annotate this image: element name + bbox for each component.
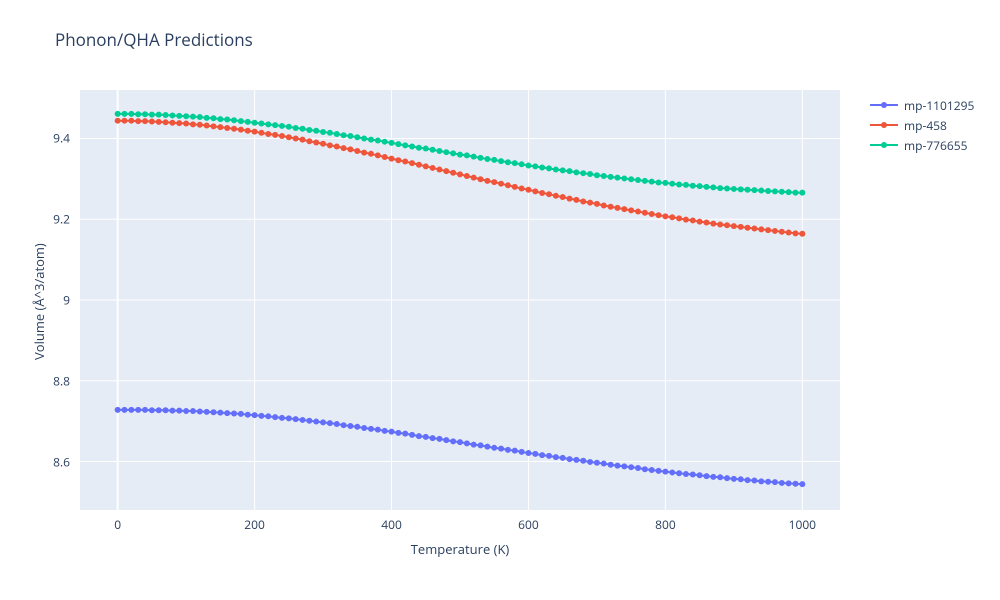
- y-tick-label: 9.4: [46, 130, 70, 147]
- plot-area[interactable]: [80, 90, 840, 510]
- x-axis-label: Temperature (K): [411, 540, 510, 558]
- legend-swatch: [870, 119, 898, 131]
- legend-label: mp-776655: [904, 137, 967, 154]
- legend-item[interactable]: mp-458: [870, 115, 974, 135]
- x-tick-label: 600: [518, 516, 539, 533]
- y-tick-label: 8.6: [46, 453, 70, 470]
- legend-swatch: [870, 99, 898, 111]
- x-tick-label: 200: [244, 516, 265, 533]
- legend-label: mp-458: [904, 117, 947, 134]
- legend-swatch: [870, 139, 898, 151]
- x-tick-label: 1000: [789, 516, 816, 533]
- legend-label: mp-1101295: [904, 97, 974, 114]
- legend-item[interactable]: mp-776655: [870, 135, 974, 155]
- x-tick-label: 0: [114, 516, 121, 533]
- legend-item[interactable]: mp-1101295: [870, 95, 974, 115]
- y-tick-label: 9.2: [46, 211, 70, 228]
- plot-svg: [80, 90, 840, 510]
- y-tick-label: 8.8: [46, 372, 70, 389]
- y-tick-label: 9: [46, 292, 70, 309]
- x-tick-label: 400: [381, 516, 402, 533]
- x-tick-label: 800: [655, 516, 676, 533]
- chart-container: Phonon/QHA Predictions Volume (Å^3/atom)…: [0, 0, 1000, 600]
- chart-title: Phonon/QHA Predictions: [55, 28, 253, 51]
- legend: mp-1101295 mp-458 mp-776655: [870, 95, 974, 155]
